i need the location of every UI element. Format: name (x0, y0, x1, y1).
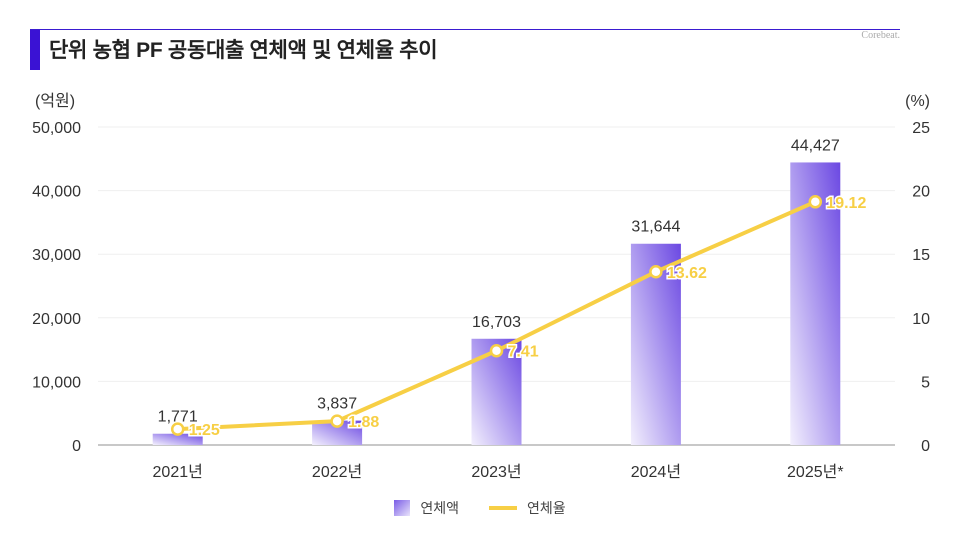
bar-value-label: 31,644 (631, 219, 680, 236)
bar-amount (152, 433, 203, 445)
rate-point (170, 422, 185, 436)
rate-value-label: 1.88 (348, 414, 379, 431)
x-axis-tick: 2025년* (787, 463, 844, 481)
legend-label-rate: 연체율 (527, 500, 566, 516)
bar-value-label: 1,771 (158, 409, 198, 426)
bar-value-label: 3,837 (317, 396, 357, 413)
legend-line-swatch-icon (489, 506, 517, 510)
legend-bar-swatch-icon (394, 500, 411, 516)
rate-point (330, 414, 344, 428)
title-accent-bar (30, 30, 40, 70)
bar-value-label: 44,427 (791, 137, 840, 154)
left-axis-tick: 30,000 (32, 247, 81, 264)
left-axis-tick: 50,000 (32, 120, 81, 137)
x-axis-tick: 2021년 (153, 463, 203, 481)
chart-title: 단위 농협 PF 공동대출 연체액 및 연체율 추이 (49, 39, 438, 62)
right-axis-tick: 25 (912, 120, 930, 137)
left-axis-tick: 40,000 (32, 184, 81, 201)
rate-value-label: 1.25 (189, 422, 220, 439)
right-axis-tick: 5 (921, 374, 930, 391)
rate-value-label: 7.41 (508, 344, 539, 361)
left-axis-unit: (억원) (35, 92, 75, 110)
rate-point (808, 195, 823, 209)
legend-label-amount: 연체액 (420, 500, 459, 516)
left-axis-tick: 10,000 (32, 374, 81, 391)
brand-logo: Corebeat. (861, 30, 900, 41)
rate-value-label: 13.62 (667, 265, 707, 282)
right-axis-tick: 0 (921, 438, 930, 455)
rate-point (649, 265, 663, 279)
bar-value-label: 16,703 (472, 314, 521, 331)
rate-point (489, 343, 504, 358)
left-axis-tick: 0 (72, 438, 81, 455)
x-axis-tick: 2022년 (312, 463, 362, 481)
left-axis-tick: 20,000 (32, 311, 81, 328)
right-axis-tick: 15 (912, 247, 930, 264)
legend-item-amount[interactable]: 연체액 (394, 498, 459, 518)
legend: 연체액 연체율 (0, 498, 960, 518)
right-axis-tick: 10 (912, 311, 930, 328)
right-axis-tick: 20 (912, 184, 930, 201)
rate-value-label: 19.12 (826, 195, 866, 212)
x-axis-tick: 2024년 (631, 463, 681, 481)
right-axis-unit: (%) (905, 93, 930, 110)
title-top-rule (30, 29, 900, 30)
legend-item-rate[interactable]: 연체율 (489, 498, 566, 518)
x-axis-tick: 2023년 (471, 463, 521, 481)
